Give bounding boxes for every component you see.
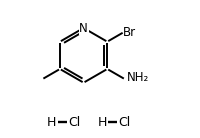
Text: Cl: Cl: [68, 116, 80, 129]
Text: NH₂: NH₂: [127, 71, 149, 84]
Text: N: N: [79, 22, 88, 34]
Text: H: H: [97, 116, 107, 129]
Text: Cl: Cl: [118, 116, 131, 129]
Text: Br: Br: [123, 26, 136, 39]
Text: H: H: [47, 116, 56, 129]
